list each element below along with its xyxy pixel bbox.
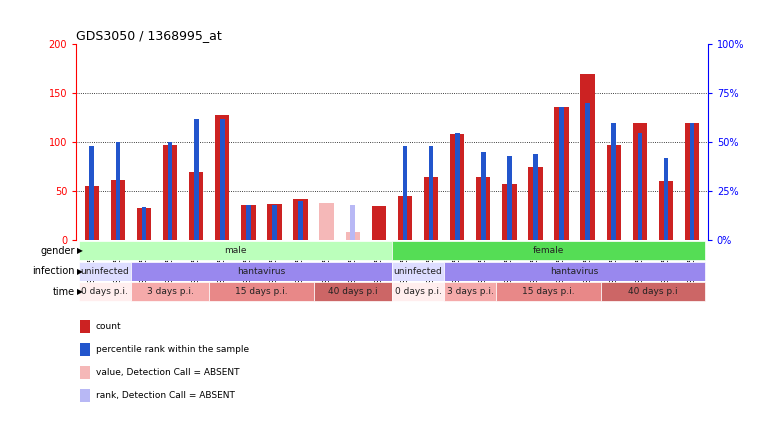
Bar [392, 282, 444, 301]
Bar [194, 119, 199, 240]
Text: 0 days p.i.: 0 days p.i. [394, 287, 441, 296]
Text: 3 days p.i.: 3 days p.i. [147, 287, 193, 296]
Bar [220, 119, 224, 240]
Bar [209, 282, 314, 301]
Bar [685, 123, 699, 240]
Bar [392, 241, 705, 260]
Text: ▶: ▶ [77, 246, 83, 255]
Bar [298, 201, 303, 240]
Bar [607, 145, 621, 240]
Text: percentile rank within the sample: percentile rank within the sample [96, 345, 249, 354]
Bar [350, 205, 355, 240]
Text: hantavirus: hantavirus [237, 266, 285, 276]
Bar [131, 262, 392, 281]
Bar [585, 103, 590, 240]
Bar [533, 154, 538, 240]
Bar [167, 143, 173, 240]
Bar [78, 241, 392, 260]
Bar [294, 199, 307, 240]
Bar [267, 204, 282, 240]
Text: value, Detection Call = ABSENT: value, Detection Call = ABSENT [96, 368, 240, 377]
Bar [314, 282, 392, 301]
Bar [392, 262, 444, 281]
Bar [320, 203, 334, 240]
Text: ▶: ▶ [77, 266, 83, 276]
Bar [424, 177, 438, 240]
Bar [559, 107, 564, 240]
Bar [371, 206, 386, 240]
Bar [476, 177, 490, 240]
Bar [555, 107, 568, 240]
Text: time: time [53, 287, 75, 297]
Text: GDS3050 / 1368995_at: GDS3050 / 1368995_at [76, 29, 222, 42]
Bar [689, 123, 695, 240]
Text: 15 days p.i.: 15 days p.i. [522, 287, 575, 296]
Bar [450, 135, 464, 240]
Bar [502, 184, 517, 240]
Bar [664, 158, 668, 240]
Bar [444, 282, 496, 301]
Bar [189, 172, 203, 240]
Text: hantavirus: hantavirus [550, 266, 599, 276]
Bar [481, 152, 486, 240]
Text: 15 days p.i.: 15 days p.i. [235, 287, 288, 296]
Text: ▶: ▶ [77, 287, 83, 296]
Text: 3 days p.i.: 3 days p.i. [447, 287, 494, 296]
Bar [241, 205, 256, 240]
Text: 0 days p.i.: 0 days p.i. [81, 287, 129, 296]
Bar [110, 179, 125, 240]
Text: male: male [224, 246, 247, 255]
Bar [246, 205, 250, 240]
Bar [632, 123, 647, 240]
Bar [638, 132, 642, 240]
Bar [600, 282, 705, 301]
Bar [142, 207, 146, 240]
Bar [403, 146, 407, 240]
Bar [89, 146, 94, 240]
Text: uninfected: uninfected [393, 266, 442, 276]
Bar [398, 196, 412, 240]
Bar [496, 282, 600, 301]
Text: gender: gender [40, 246, 75, 255]
Bar [84, 186, 99, 240]
Bar [272, 205, 277, 240]
Bar [659, 182, 673, 240]
Bar [215, 115, 229, 240]
Bar [163, 145, 177, 240]
Text: uninfected: uninfected [81, 266, 129, 276]
Text: infection: infection [32, 266, 75, 276]
Bar [131, 282, 209, 301]
Bar [444, 262, 705, 281]
Text: 40 days p.i: 40 days p.i [628, 287, 678, 296]
Bar [581, 74, 595, 240]
Bar [611, 123, 616, 240]
Bar [78, 282, 131, 301]
Text: female: female [533, 246, 564, 255]
Bar [137, 208, 151, 240]
Text: 40 days p.i: 40 days p.i [328, 287, 377, 296]
Bar [507, 156, 511, 240]
Text: count: count [96, 322, 122, 331]
Text: rank, Detection Call = ABSENT: rank, Detection Call = ABSENT [96, 391, 234, 400]
Bar [78, 262, 131, 281]
Bar [428, 146, 434, 240]
Bar [455, 132, 460, 240]
Bar [528, 167, 543, 240]
Bar [116, 143, 120, 240]
Bar [345, 232, 360, 240]
